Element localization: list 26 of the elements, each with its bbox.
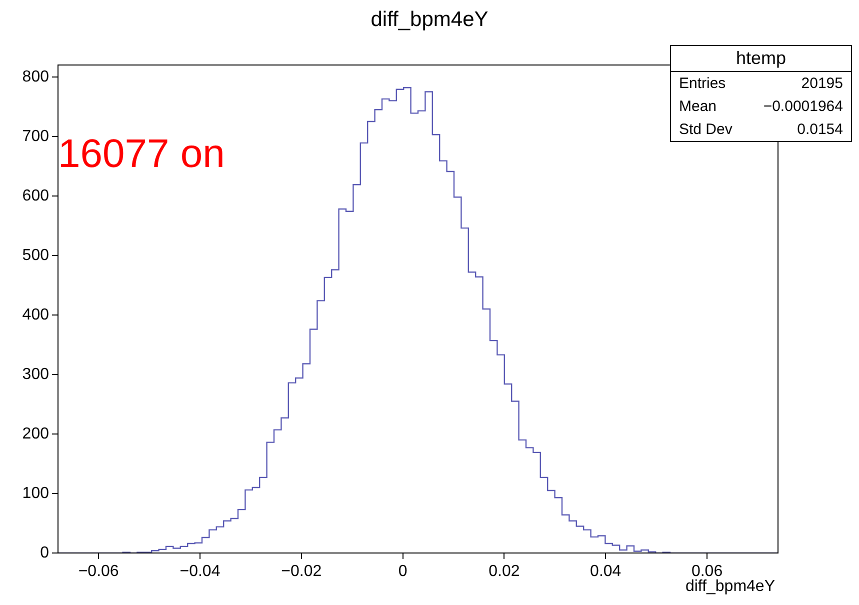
y-tick-label: 600	[22, 187, 50, 204]
y-tick-label: 300	[22, 366, 50, 383]
x-tick-label: −0.02	[281, 563, 322, 580]
y-tick-label: 400	[22, 306, 50, 324]
annotation: −0.0001964	[763, 98, 843, 115]
y-tick-label: 500	[22, 246, 50, 264]
annotation: Entries	[679, 75, 726, 92]
text: 20195	[801, 75, 843, 92]
y-tick-label: 700	[22, 128, 50, 145]
annotation: 16077 on	[58, 132, 225, 177]
annotation: Mean	[679, 98, 717, 115]
y-tick-label: 200	[22, 425, 50, 442]
x-tick-label: 0.06	[691, 563, 723, 580]
y-tick-label: 100	[22, 484, 50, 502]
x-tick-label: 0.02	[488, 563, 520, 580]
x-tick-label: −0.04	[180, 563, 220, 580]
x-tick-label: 0	[398, 563, 408, 580]
x-tick-label: 0.04	[590, 563, 622, 580]
y-tick-label: 800	[22, 68, 50, 86]
text: 0.0154	[797, 121, 843, 138]
x-axis-title: diff_bpm4eY	[685, 578, 775, 596]
y-tick-label: 0	[40, 544, 50, 562]
annotation: htemp	[671, 46, 851, 72]
x-tick-label: −0.06	[78, 563, 119, 580]
annotation: Std Dev	[679, 121, 732, 138]
chart-title: diff_bpm4eY	[370, 8, 490, 32]
